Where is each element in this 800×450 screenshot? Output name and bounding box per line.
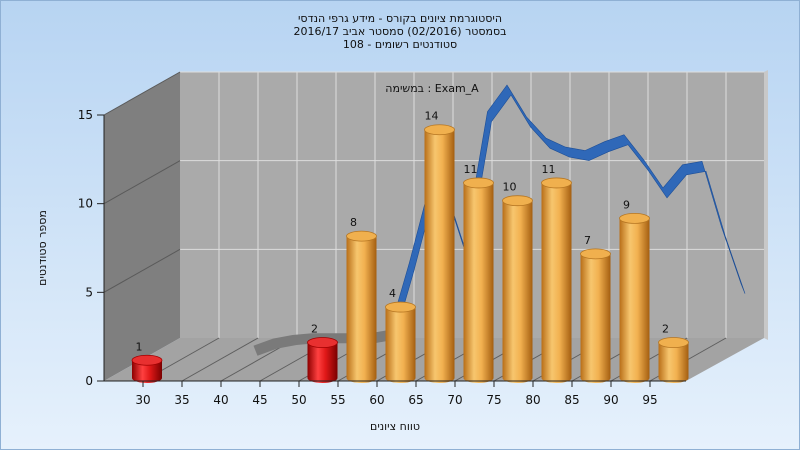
- x-tick-label: 40: [213, 393, 228, 407]
- x-tick-label: 85: [564, 393, 579, 407]
- bar-top: [502, 195, 533, 207]
- x-tick-label: 35: [174, 393, 189, 407]
- bar-value-label: 10: [503, 181, 517, 194]
- bar: 8: [346, 216, 377, 383]
- bar-top: [658, 337, 689, 348]
- x-axis-label: טווח ציונים: [370, 420, 420, 433]
- gridline-floor: [181, 337, 259, 382]
- y-tick-label: 5: [85, 285, 93, 299]
- bar: 2: [307, 323, 338, 383]
- back-wall-edge: [764, 70, 768, 340]
- assignment-label: במשימה : Exam_A: [385, 82, 479, 95]
- x-tick-label: 45: [252, 393, 267, 407]
- y-tick-label: 0: [85, 374, 93, 388]
- x-tick-label: 90: [603, 393, 618, 407]
- gridline-side: [103, 248, 181, 293]
- bar: 7: [580, 234, 611, 383]
- x-tick-label: 75: [486, 393, 501, 407]
- y-tick-label: 15: [78, 108, 93, 122]
- bar-value-label: 11: [542, 163, 556, 176]
- bar-body: [346, 236, 377, 383]
- chart-title-line-2: בסמסטר (02/2016) סמסטר אביב 2016/17: [293, 25, 506, 38]
- y-axis-label: מספר סטודנטים: [36, 210, 49, 286]
- axes: 0 5 10 15 30 35 40 45 50 55 60 65 70 75 80 85 90 95: [78, 108, 686, 407]
- bar-top: [385, 301, 416, 313]
- chart-title-line-3: סטודנטים רשומים - 108: [343, 38, 457, 51]
- bar-top: [346, 230, 377, 242]
- bar: 11: [463, 163, 494, 383]
- bar-body: [502, 200, 533, 383]
- gridline-side: [103, 160, 181, 205]
- bar: 10: [502, 181, 533, 383]
- x-tick-label: 80: [525, 393, 540, 407]
- bar-top: [580, 248, 611, 260]
- y-tick-label: 10: [78, 197, 93, 211]
- bar-value-label: 1: [136, 340, 143, 353]
- bar-top: [307, 337, 338, 348]
- bar-body: [580, 253, 611, 383]
- bar-body: [463, 182, 494, 383]
- bar-value-label: 4: [389, 287, 396, 300]
- bar-body: [619, 218, 650, 383]
- bar: 1: [131, 340, 163, 383]
- bar: 2: [658, 323, 689, 383]
- bar-value-label: 8: [350, 216, 357, 229]
- bar-body: [307, 342, 338, 383]
- bar-body: [541, 182, 572, 383]
- chart-title-line-1: היסטוגרמת ציונים בקורס - מידע גרפי הנדסי: [298, 12, 502, 25]
- x-tick-label: 65: [408, 393, 423, 407]
- left-side-wall: [104, 72, 180, 381]
- bar-body: [385, 307, 416, 383]
- x-tick-label: 50: [291, 393, 306, 407]
- x-tick-label: 95: [642, 393, 657, 407]
- bar: 14: [424, 110, 455, 383]
- bar-body: [658, 342, 689, 383]
- bar-top: [619, 212, 650, 224]
- bar-value-label: 9: [623, 198, 630, 211]
- ribbon-segment: [389, 84, 746, 341]
- bar-top: [463, 177, 494, 189]
- bar-value-label: 2: [662, 323, 669, 336]
- x-tick-label: 70: [447, 393, 462, 407]
- bar-top: [424, 124, 455, 136]
- bar-value-label: 7: [584, 234, 591, 247]
- bar: 11: [541, 163, 572, 383]
- gridline-side: [103, 71, 181, 116]
- bar-value-label: 11: [464, 163, 478, 176]
- bar-body: [424, 129, 455, 383]
- bar-top: [131, 354, 163, 366]
- bar-value-label: 2: [311, 323, 318, 336]
- bar-body: [132, 360, 162, 383]
- x-tick-label: 30: [135, 393, 150, 407]
- x-tick-label: 60: [369, 393, 384, 407]
- bar: 4: [385, 287, 416, 383]
- bar: 9: [619, 198, 650, 383]
- x-tick-label: 55: [330, 393, 345, 407]
- bar-top: [541, 177, 572, 189]
- bar-value-label: 14: [425, 110, 439, 123]
